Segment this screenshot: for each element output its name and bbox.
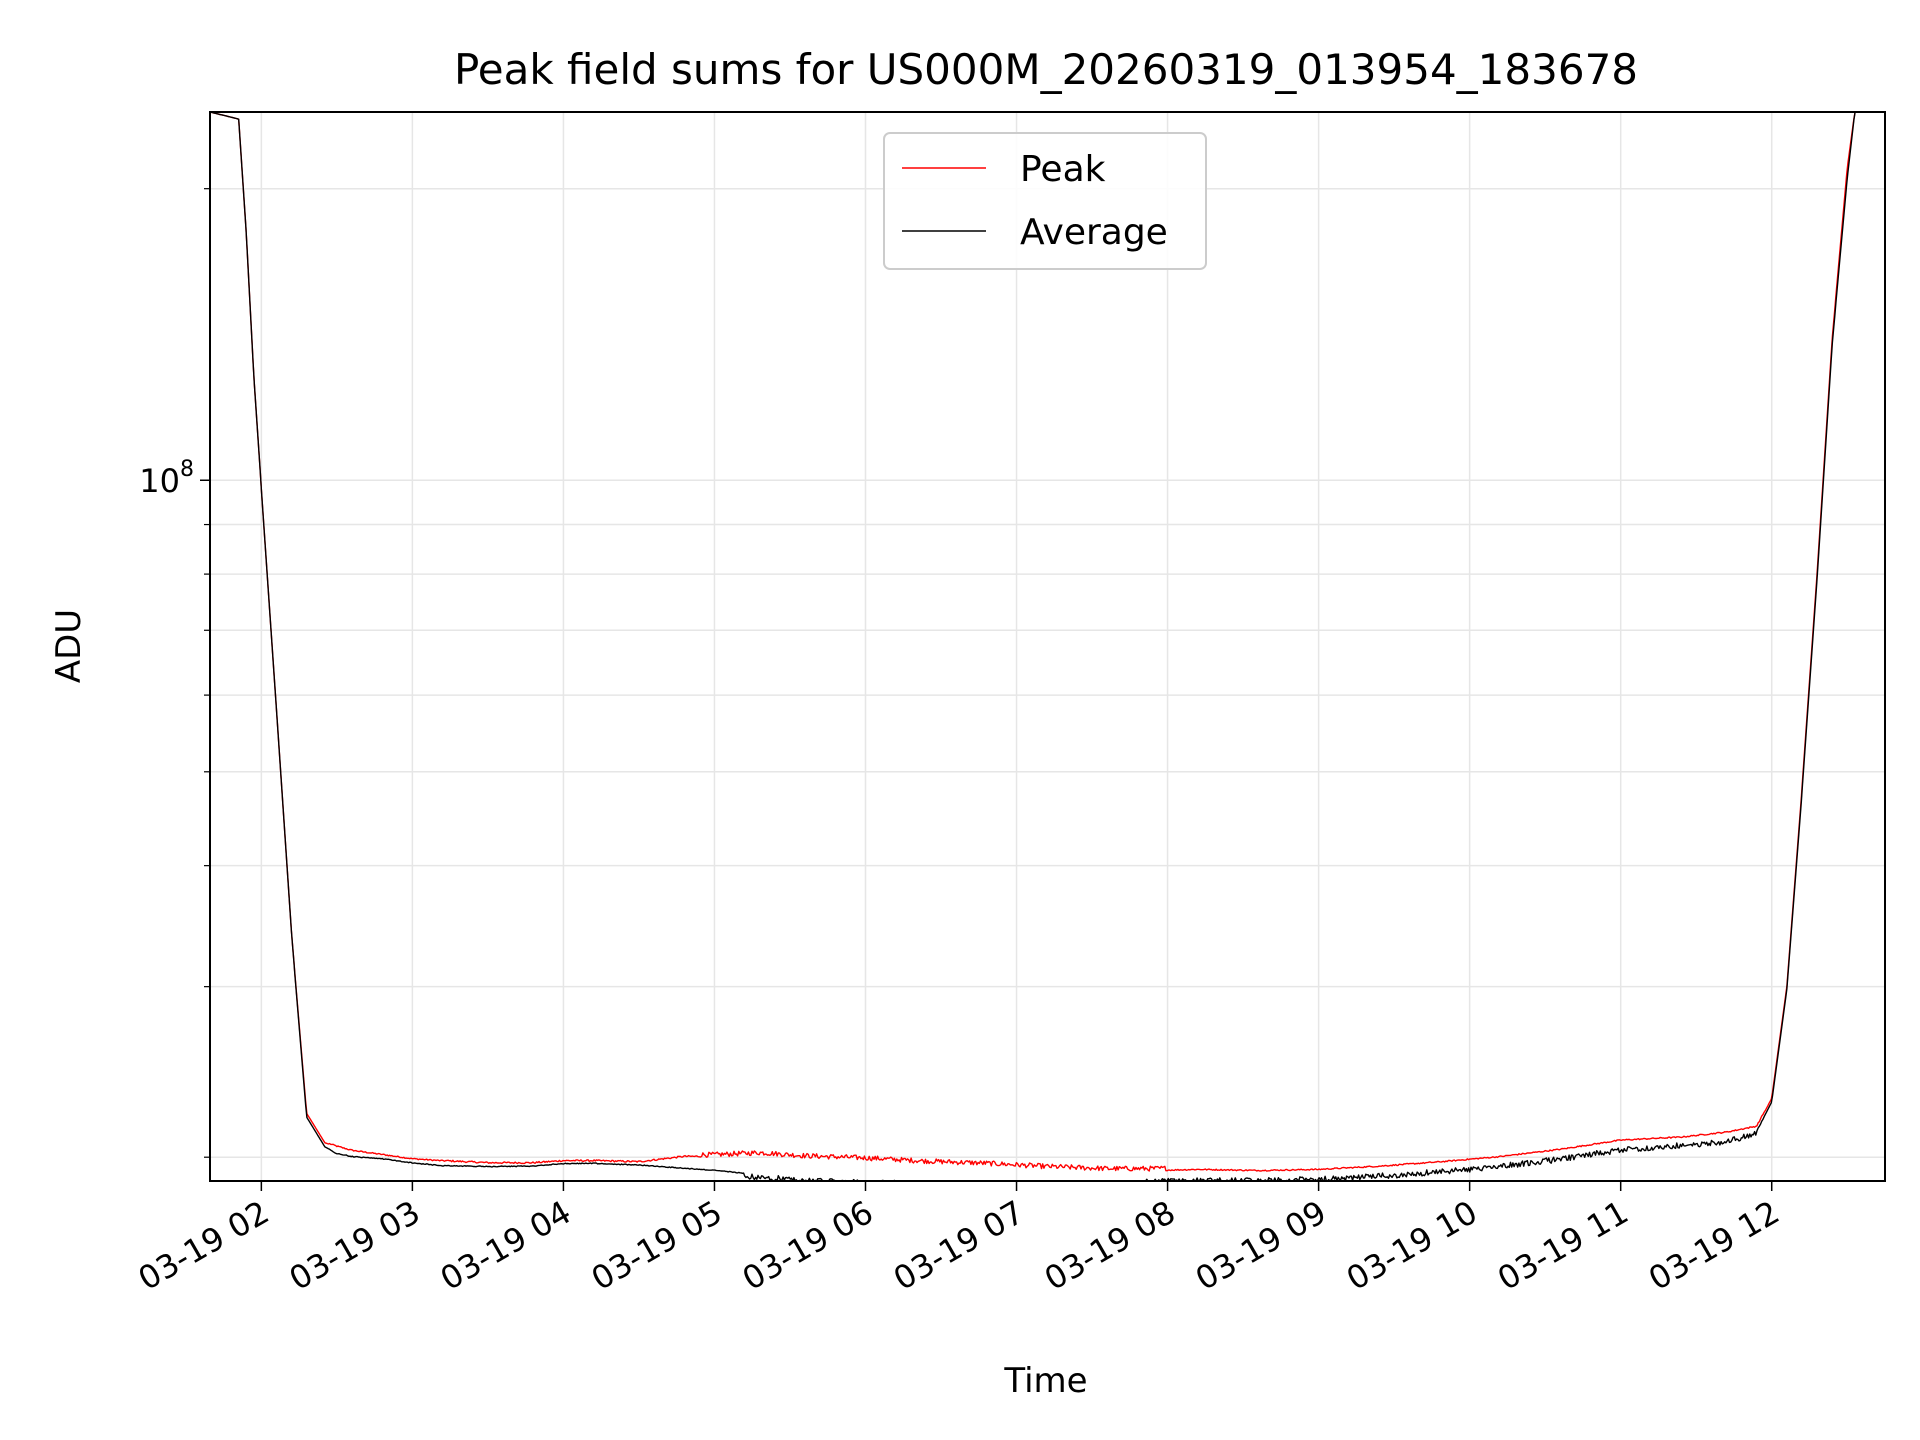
- legend-peak-label: Peak: [1020, 149, 1106, 190]
- axes-frame: [209, 111, 1886, 1182]
- y-axis-label: ADU: [49, 609, 89, 683]
- legend-box: [883, 132, 1207, 270]
- y-axis: 108: [139, 188, 210, 1158]
- y-tick-label: 108: [139, 457, 194, 500]
- legend: Peak Average: [883, 132, 1207, 270]
- chart-title: Peak field sums for US000M_20260319_0139…: [454, 45, 1638, 94]
- series-line-peak: [209, 111, 1885, 1172]
- x-axis-label: Time: [1003, 1361, 1087, 1401]
- legend-average-label: Average: [1020, 212, 1168, 253]
- grid: [210, 112, 1885, 1181]
